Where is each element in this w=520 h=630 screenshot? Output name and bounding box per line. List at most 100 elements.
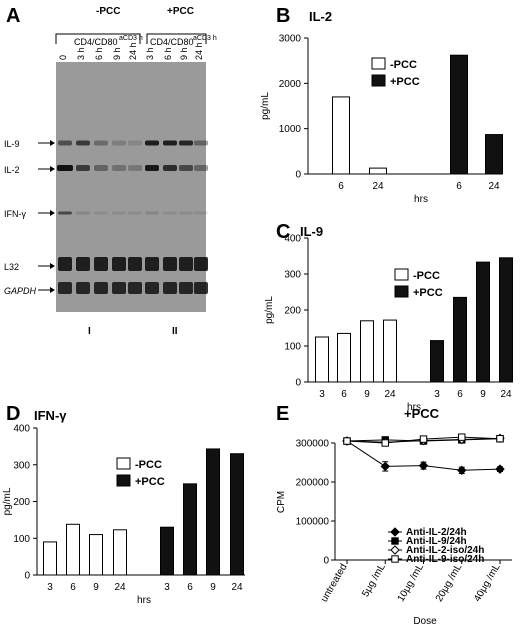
chart-c-ytick-label: 0: [295, 378, 301, 389]
chart-d-xtick-label: 6: [187, 582, 193, 593]
gel-band: [128, 257, 142, 271]
chart-b-ytick-label: 2000: [279, 79, 302, 90]
gel-band: [58, 257, 72, 271]
chart-d: IFN-γ 0 100 200 300 400 pg/mL hrs 3 6 9 24 3 6 9 24 -PCC…: [2, 408, 245, 606]
gel-band: [128, 282, 142, 294]
chart-d-xtick-label: 9: [93, 582, 99, 593]
chart-e-point: [495, 464, 505, 474]
chart-e-point: [457, 465, 467, 476]
chart-c-ylabel: pg/mL: [264, 296, 275, 324]
gel-band: [112, 282, 126, 294]
gel-band: [76, 140, 90, 146]
gel-band: [179, 211, 193, 215]
gel-bracket-plus: [146, 33, 207, 44]
gel-band: [163, 140, 177, 146]
chart-b-xtick-label: 24: [372, 181, 384, 192]
gel-band: [145, 257, 159, 271]
chart-b-xtick-label: 6: [338, 181, 344, 192]
gel-lane-label: 9 h: [179, 47, 189, 60]
chart-d-legend-swatch: [116, 474, 131, 487]
chart-b-legend-swatch: [371, 74, 386, 87]
chart-e-ytick-label: 200000: [296, 478, 330, 489]
gel-band-label: IL-9: [4, 139, 20, 149]
gel-band: [58, 140, 72, 146]
chart-d-legend-label: +PCC: [135, 476, 165, 488]
chart-d-bar: [89, 534, 103, 576]
chart-d-bar: [66, 523, 80, 576]
chart-e-xlabel: Dose: [413, 616, 437, 627]
chart-e-point: [496, 435, 504, 443]
gel-band-label: IFN-γ: [4, 209, 26, 219]
panel-label-e: E: [276, 403, 289, 425]
gel-roman-plus: II: [172, 326, 178, 337]
gel-band: [128, 140, 142, 146]
chart-b-xtick-label: 24: [488, 181, 500, 192]
chart-c-legend-swatch: [394, 268, 409, 281]
gel-lane-label: 0: [58, 55, 68, 60]
chart-d-bar: [230, 453, 244, 576]
chart-c-bar: [430, 340, 444, 383]
gel-band: [76, 257, 90, 271]
chart-e-xtick-label: 10μg /mL: [396, 562, 427, 604]
chart-c-xtick-label: 24: [500, 389, 512, 400]
chart-b-legend-label: -PCC: [390, 59, 417, 71]
gel-band: [112, 140, 126, 146]
panel-label-a: A: [6, 5, 20, 27]
gel-group-plus: +PCC: [167, 6, 194, 17]
chart-c-legend-swatch: [394, 285, 409, 298]
chart-b-legend-swatch: [371, 57, 386, 70]
chart-e-point: [343, 437, 351, 445]
chart-d-ytick-label: 0: [24, 571, 30, 582]
gel-band: [179, 282, 193, 294]
chart-c-bar: [476, 261, 490, 383]
gel-band: [94, 282, 108, 294]
chart-e-ytick-label: 300000: [296, 439, 330, 450]
gel-band: [194, 257, 208, 271]
chart-d-xtick-label: 24: [231, 582, 243, 593]
chart-d-xlabel: hrs: [137, 595, 151, 606]
chart-c-bar: [315, 336, 329, 383]
chart-c-bar: [499, 257, 513, 383]
gel-lane-label: 24 h: [194, 42, 204, 60]
gel-bracket-label-plus: CD4/CD80: [150, 37, 194, 47]
chart-b-ytick-label: 0: [295, 170, 301, 181]
chart-d-bar: [160, 526, 174, 576]
gel-band: [94, 257, 108, 271]
chart-b-ytick-label: 3000: [279, 34, 302, 45]
chart-d-legend-label: -PCC: [135, 459, 162, 471]
gel-band: [145, 140, 159, 146]
panel-label-c: C: [276, 221, 290, 243]
gel-band: [179, 257, 193, 271]
chart-b-bar: [332, 96, 350, 175]
panel-label-d: D: [6, 403, 20, 425]
chart-c-ytick-label: 300: [284, 270, 301, 281]
chart-c-bar: [360, 320, 374, 383]
gel-group-minus: -PCC: [96, 6, 120, 17]
chart-b-xtick-label: 6: [456, 181, 462, 192]
gel-band-label: L32: [4, 262, 19, 272]
gel-band-arrow-head: [50, 287, 55, 293]
chart-c-title: IL-9: [300, 224, 323, 239]
chart-b: IL-2 0 1000 2000 3000 pg/mL hrs 6 24 6 24 -PCC +PCC: [260, 9, 503, 205]
chart-e-legend-label: Anti-IL-2-iso/24h: [406, 545, 484, 556]
gel-band: [145, 211, 159, 215]
chart-e-legend-marker: [391, 537, 399, 545]
gel-band: [163, 165, 177, 171]
chart-d-xtick-label: 24: [114, 582, 126, 593]
chart-c-xtick-label: 24: [384, 389, 396, 400]
gel-band: [163, 282, 177, 294]
gel-band: [112, 165, 126, 171]
chart-c-ytick-label: 200: [284, 306, 301, 317]
chart-d-bar: [183, 483, 197, 576]
gel-panel: -PCC +PCC CD4/CD80 aCD3 h CD4/CD80 aCD3 …: [4, 6, 217, 337]
chart-d-ylabel: pg/mL: [2, 487, 13, 515]
chart-b-ylabel: pg/mL: [260, 92, 271, 120]
gel-band: [57, 165, 73, 171]
gel-lane-label: 6 h: [94, 47, 104, 60]
gel-band-arrow-head: [50, 210, 55, 216]
gel-band: [194, 140, 208, 146]
gel-bracket-minus: [55, 33, 141, 44]
chart-d-legend-swatch: [116, 457, 131, 470]
gel-lane-label: 3 h: [145, 47, 155, 60]
gel-band-label: GAPDH: [4, 286, 37, 296]
